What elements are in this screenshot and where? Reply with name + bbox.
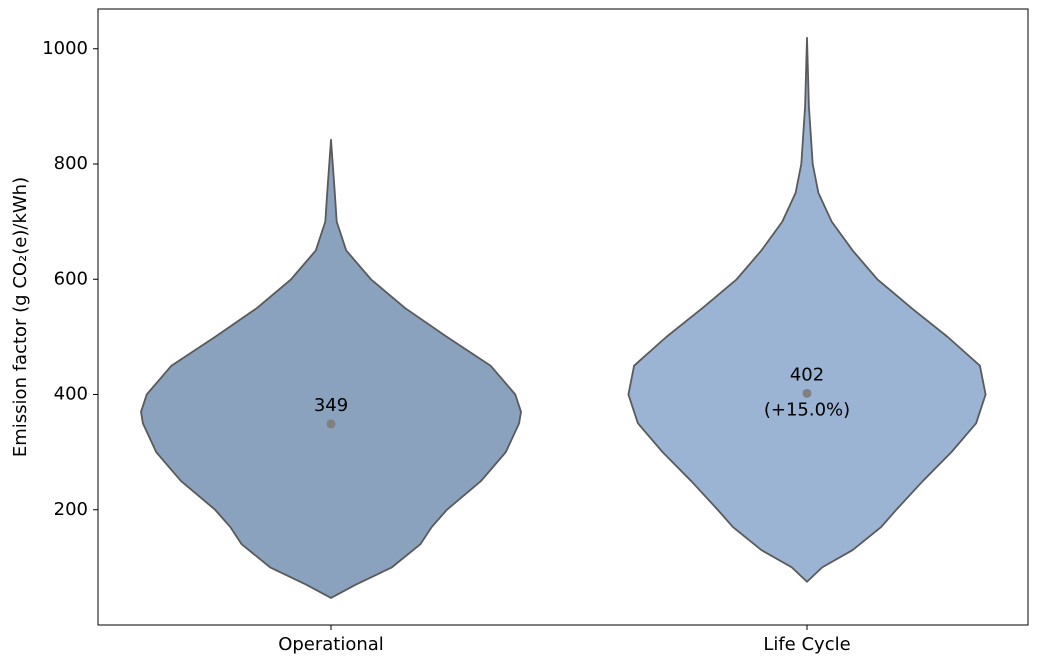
- y-tick-label: 1000: [42, 38, 88, 59]
- violin: [140, 138, 522, 599]
- mean-marker: [802, 388, 812, 398]
- x-tick-label: Life Cycle: [763, 634, 850, 655]
- x-tick-label: Operational: [278, 634, 384, 655]
- y-tick-label: 600: [54, 268, 88, 289]
- y-tick-label: 200: [54, 499, 88, 520]
- value-label: 402: [790, 364, 824, 385]
- y-tick-label: 400: [54, 384, 88, 405]
- plot-frame: [97, 8, 1029, 626]
- y-tick-label: 800: [54, 153, 88, 174]
- y-axis-label: Emission factor (g CO₂(e)/kWh): [10, 177, 31, 457]
- mean-marker: [326, 419, 336, 429]
- violin: [627, 36, 987, 583]
- annotation: (+15.0%): [764, 399, 850, 420]
- value-label: 349: [314, 395, 348, 416]
